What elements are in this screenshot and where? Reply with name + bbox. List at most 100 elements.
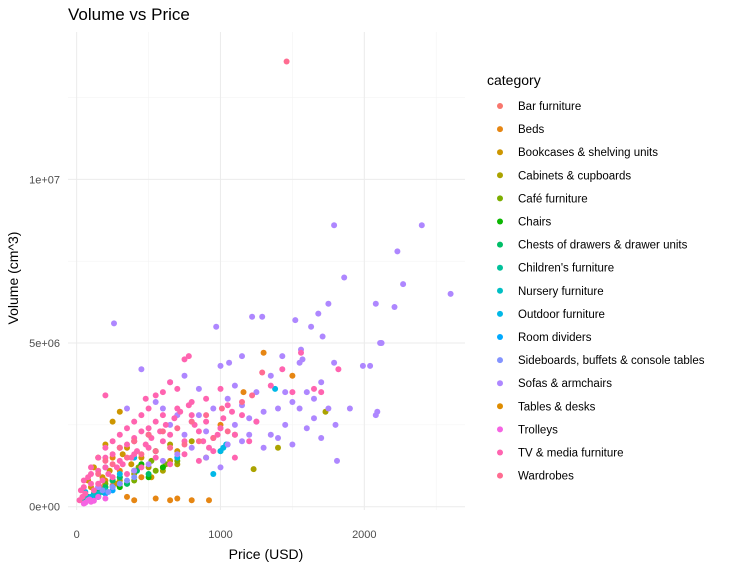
- data-point: [159, 457, 166, 464]
- data-point: [325, 300, 332, 307]
- data-point: [231, 454, 238, 461]
- data-point: [206, 444, 212, 451]
- data-point: [246, 438, 253, 445]
- y-axis-ticks: 0e+00 5e+06 1e+07: [29, 174, 60, 513]
- data-point: [167, 444, 174, 451]
- data-point: [159, 438, 166, 445]
- legend-key: [497, 334, 503, 340]
- data-point: [131, 467, 138, 474]
- data-point: [109, 461, 116, 468]
- data-point: [372, 412, 379, 419]
- data-point: [99, 477, 106, 484]
- data-point: [203, 428, 210, 435]
- data-point: [174, 385, 181, 392]
- data-point: [109, 451, 116, 458]
- data-point: [131, 438, 138, 445]
- data-point: [298, 349, 304, 356]
- data-point: [292, 317, 299, 324]
- data-point: [185, 402, 192, 409]
- legend-label: Chests of drawers & drawer units: [518, 240, 688, 252]
- data-point: [334, 457, 340, 464]
- legend-key: [497, 403, 503, 410]
- data-point: [279, 353, 286, 360]
- data-points: [76, 58, 454, 507]
- data-point: [138, 366, 145, 373]
- data-point: [331, 359, 338, 366]
- data-point: [188, 497, 195, 504]
- data-point: [303, 425, 310, 432]
- data-point: [152, 467, 159, 474]
- data-point: [210, 405, 217, 412]
- data-point: [124, 405, 130, 412]
- data-point: [138, 464, 145, 471]
- data-point: [102, 392, 109, 399]
- data-point: [246, 431, 253, 438]
- data-point: [142, 395, 149, 402]
- data-point: [181, 372, 188, 379]
- data-point: [174, 451, 181, 458]
- data-point: [259, 313, 266, 320]
- legend-label: Cabinets & cupboards: [518, 170, 631, 182]
- data-point: [275, 435, 281, 441]
- data-point: [359, 362, 366, 369]
- data-point: [152, 392, 159, 399]
- data-point: [289, 389, 296, 396]
- data-point: [315, 310, 322, 317]
- legend-label: Bookcases & shelving units: [518, 147, 658, 159]
- data-point: [109, 474, 116, 481]
- data-point: [319, 333, 326, 340]
- data-point: [203, 418, 210, 425]
- data-point: [346, 405, 353, 412]
- data-point: [296, 359, 303, 366]
- data-point: [116, 480, 123, 487]
- data-point: [260, 349, 267, 356]
- legend-key: [497, 264, 503, 271]
- data-point: [318, 435, 325, 441]
- data-point: [88, 480, 94, 487]
- data-point: [239, 412, 245, 419]
- data-point: [195, 428, 202, 435]
- data-point: [335, 366, 342, 373]
- data-point: [231, 431, 238, 438]
- data-point: [119, 451, 126, 458]
- y-tick-label: 5e+06: [29, 338, 60, 350]
- y-tick-label: 1e+07: [29, 174, 60, 186]
- data-point: [145, 471, 152, 477]
- data-point: [229, 408, 235, 415]
- data-point: [138, 474, 145, 481]
- data-point: [145, 425, 152, 432]
- data-point: [195, 438, 202, 445]
- data-point: [331, 222, 338, 229]
- x-axis-ticks: 0 1000 2000: [74, 529, 377, 541]
- data-point: [181, 431, 188, 438]
- data-point: [124, 477, 130, 484]
- legend-label: TV & media furniture: [518, 448, 623, 460]
- data-point: [109, 418, 116, 425]
- legend-label: Outdoor furniture: [518, 309, 605, 321]
- data-point: [231, 421, 238, 428]
- data-point: [275, 444, 281, 451]
- data-point: [249, 313, 256, 320]
- legend-label: Bar furniture: [518, 101, 581, 113]
- data-point: [267, 382, 274, 389]
- data-point: [95, 480, 102, 487]
- data-point: [203, 395, 210, 402]
- data-point: [250, 466, 257, 473]
- data-point: [400, 281, 407, 288]
- data-point: [224, 402, 231, 409]
- data-point: [145, 405, 152, 412]
- legend-label: Room dividers: [518, 332, 592, 344]
- data-point: [289, 441, 296, 448]
- data-point: [159, 412, 166, 419]
- legend-items: Bar furniture Beds Bookcases & shelving un…: [497, 101, 705, 483]
- chart-title: Volume vs Price: [68, 5, 190, 24]
- data-point: [188, 444, 195, 451]
- data-point: [217, 362, 224, 369]
- data-point: [275, 405, 281, 412]
- data-point: [90, 487, 97, 494]
- data-point: [311, 385, 317, 392]
- data-point: [239, 438, 245, 445]
- data-point: [145, 431, 152, 438]
- data-point: [220, 415, 227, 422]
- legend-label: Sofas & armchairs: [518, 378, 612, 390]
